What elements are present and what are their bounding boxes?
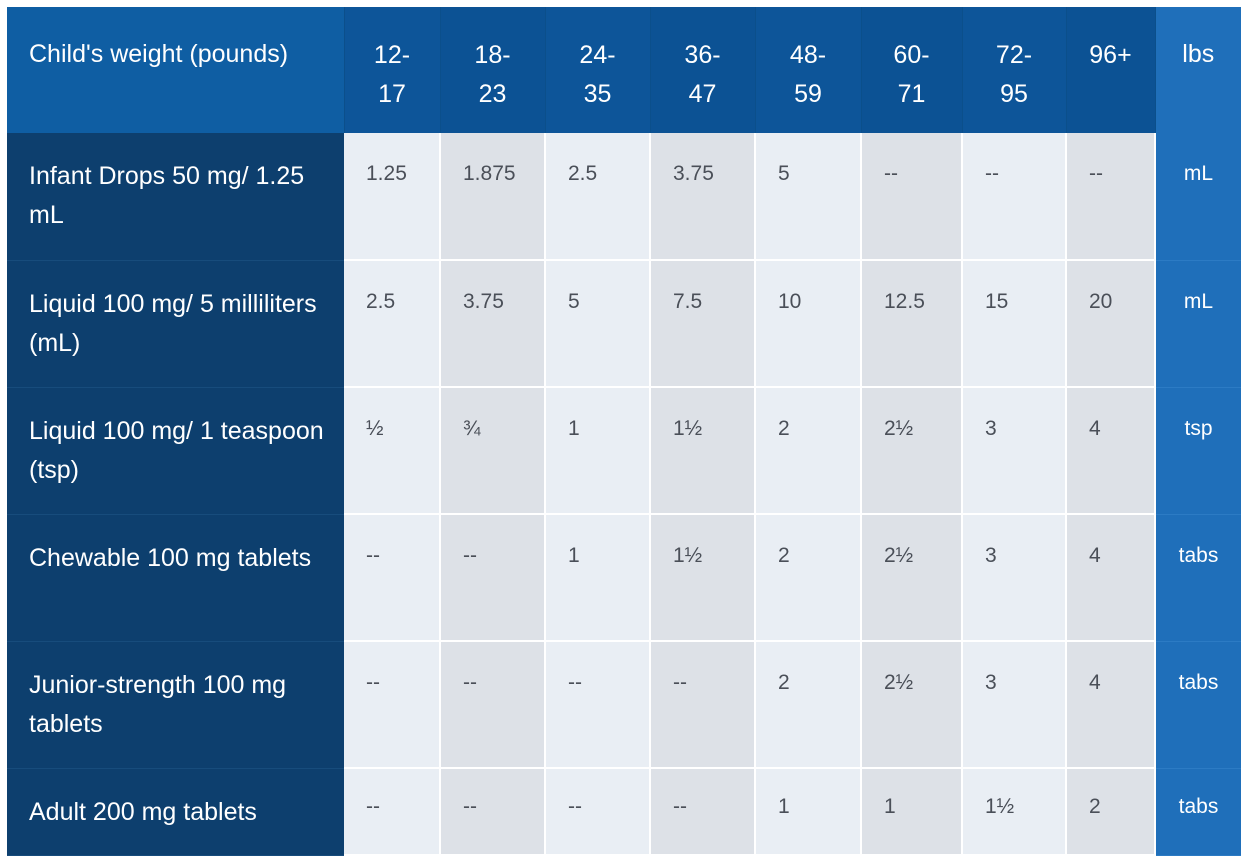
dose-cell: -- bbox=[650, 641, 756, 769]
row-label: Chewable 100 mg tablets bbox=[7, 514, 344, 642]
header-weight-range: 48- 59 bbox=[755, 7, 862, 133]
dose-cell: 2 bbox=[755, 641, 862, 769]
dose-cell: -- bbox=[650, 768, 756, 856]
header-unit: lbs bbox=[1155, 7, 1241, 133]
dose-cell: 15 bbox=[962, 260, 1067, 388]
table-row: Infant Drops 50 mg/ 1.25 mL 1.25 1.875 2.5 3… bbox=[7, 133, 1241, 261]
dose-cell: 3.75 bbox=[440, 260, 546, 388]
header-weight-label: Child's weight (pounds) bbox=[7, 7, 345, 133]
dose-cell: -- bbox=[861, 133, 963, 261]
dose-cell: 2 bbox=[755, 514, 862, 642]
row-label: Liquid 100 mg/ 5 milliliters (mL) bbox=[7, 260, 344, 388]
dose-cell: 1 bbox=[545, 387, 651, 515]
dose-cell: -- bbox=[440, 768, 546, 856]
dose-cell: 1½ bbox=[650, 514, 756, 642]
header-weight-range: 24- 35 bbox=[545, 7, 651, 133]
dose-cell: 3 bbox=[962, 641, 1067, 769]
dose-cell: ½ bbox=[344, 387, 441, 515]
dose-cell: 1 bbox=[545, 514, 651, 642]
dose-cell: 1½ bbox=[650, 387, 756, 515]
header-weight-range: 36- 47 bbox=[650, 7, 756, 133]
row-label: Junior-strength 100 mg tablets bbox=[7, 641, 344, 769]
unit-cell: tsp bbox=[1155, 387, 1241, 515]
dose-cell: 2½ bbox=[861, 387, 963, 515]
header-weight-range: 18- 23 bbox=[440, 7, 546, 133]
dose-cell: 4 bbox=[1066, 641, 1156, 769]
dosage-table-body: Infant Drops 50 mg/ 1.25 mL 1.25 1.875 2.5 3… bbox=[7, 133, 1241, 856]
dose-cell: 20 bbox=[1066, 260, 1156, 388]
dose-cell: 4 bbox=[1066, 387, 1156, 515]
dose-cell: 2½ bbox=[861, 641, 963, 769]
dose-cell: 12.5 bbox=[861, 260, 963, 388]
row-label: Adult 200 mg tablets bbox=[7, 768, 344, 856]
unit-cell: tabs bbox=[1155, 514, 1241, 642]
table-row: Liquid 100 mg/ 5 milliliters (mL) 2.5 3.75… bbox=[7, 260, 1241, 388]
table-row: Chewable 100 mg tablets -- -- 1 1½ 2 2½ 3 4 tabs bbox=[7, 514, 1241, 642]
dose-cell: 1 bbox=[755, 768, 862, 856]
dose-cell: 10 bbox=[755, 260, 862, 388]
dose-cell: 3 bbox=[962, 514, 1067, 642]
dose-cell: -- bbox=[344, 514, 441, 642]
dose-cell: 1.25 bbox=[344, 133, 441, 261]
unit-cell: mL bbox=[1155, 260, 1241, 388]
dose-cell: 2.5 bbox=[344, 260, 441, 388]
dose-cell: 2.5 bbox=[545, 133, 651, 261]
dose-cell: 7.5 bbox=[650, 260, 756, 388]
table-row: Liquid 100 mg/ 1 teaspoon (tsp) ½ ¾ 1 1½ 2 2½ 3… bbox=[7, 387, 1241, 515]
dose-cell: ¾ bbox=[440, 387, 546, 515]
dose-cell: -- bbox=[344, 768, 441, 856]
dose-cell: -- bbox=[1066, 133, 1156, 261]
header-row: Child's weight (pounds) 12- 17 18- 23 24… bbox=[7, 7, 1241, 133]
dose-cell: -- bbox=[545, 641, 651, 769]
row-label: Infant Drops 50 mg/ 1.25 mL bbox=[7, 133, 344, 261]
dose-cell: 5 bbox=[545, 260, 651, 388]
dosage-table: Child's weight (pounds) 12- 17 18- 23 24… bbox=[7, 7, 1241, 856]
dose-cell: 1 bbox=[861, 768, 963, 856]
dosage-table-container: Child's weight (pounds) 12- 17 18- 23 24… bbox=[7, 7, 1241, 856]
dose-cell: 2 bbox=[755, 387, 862, 515]
row-label: Liquid 100 mg/ 1 teaspoon (tsp) bbox=[7, 387, 344, 515]
dose-cell: 3 bbox=[962, 387, 1067, 515]
table-row: Adult 200 mg tablets -- -- -- -- 1 1 1½ 2 tabs bbox=[7, 768, 1241, 856]
dose-cell: -- bbox=[440, 641, 546, 769]
dose-cell: 3.75 bbox=[650, 133, 756, 261]
table-row: Junior-strength 100 mg tablets -- -- -- -- 2 2… bbox=[7, 641, 1241, 769]
dose-cell: 4 bbox=[1066, 514, 1156, 642]
unit-cell: mL bbox=[1155, 133, 1241, 261]
dose-cell: 2½ bbox=[861, 514, 963, 642]
dose-cell: -- bbox=[440, 514, 546, 642]
dose-cell: 2 bbox=[1066, 768, 1156, 856]
unit-cell: tabs bbox=[1155, 768, 1241, 856]
header-weight-range: 72- 95 bbox=[962, 7, 1067, 133]
dose-cell: -- bbox=[344, 641, 441, 769]
dose-cell: 1.875 bbox=[440, 133, 546, 261]
header-weight-range: 96+ bbox=[1066, 7, 1156, 133]
unit-cell: tabs bbox=[1155, 641, 1241, 769]
header-weight-range: 12- 17 bbox=[344, 7, 441, 133]
dose-cell: -- bbox=[962, 133, 1067, 261]
dose-cell: 5 bbox=[755, 133, 862, 261]
dose-cell: 1½ bbox=[962, 768, 1067, 856]
dose-cell: -- bbox=[545, 768, 651, 856]
header-weight-range: 60- 71 bbox=[861, 7, 963, 133]
